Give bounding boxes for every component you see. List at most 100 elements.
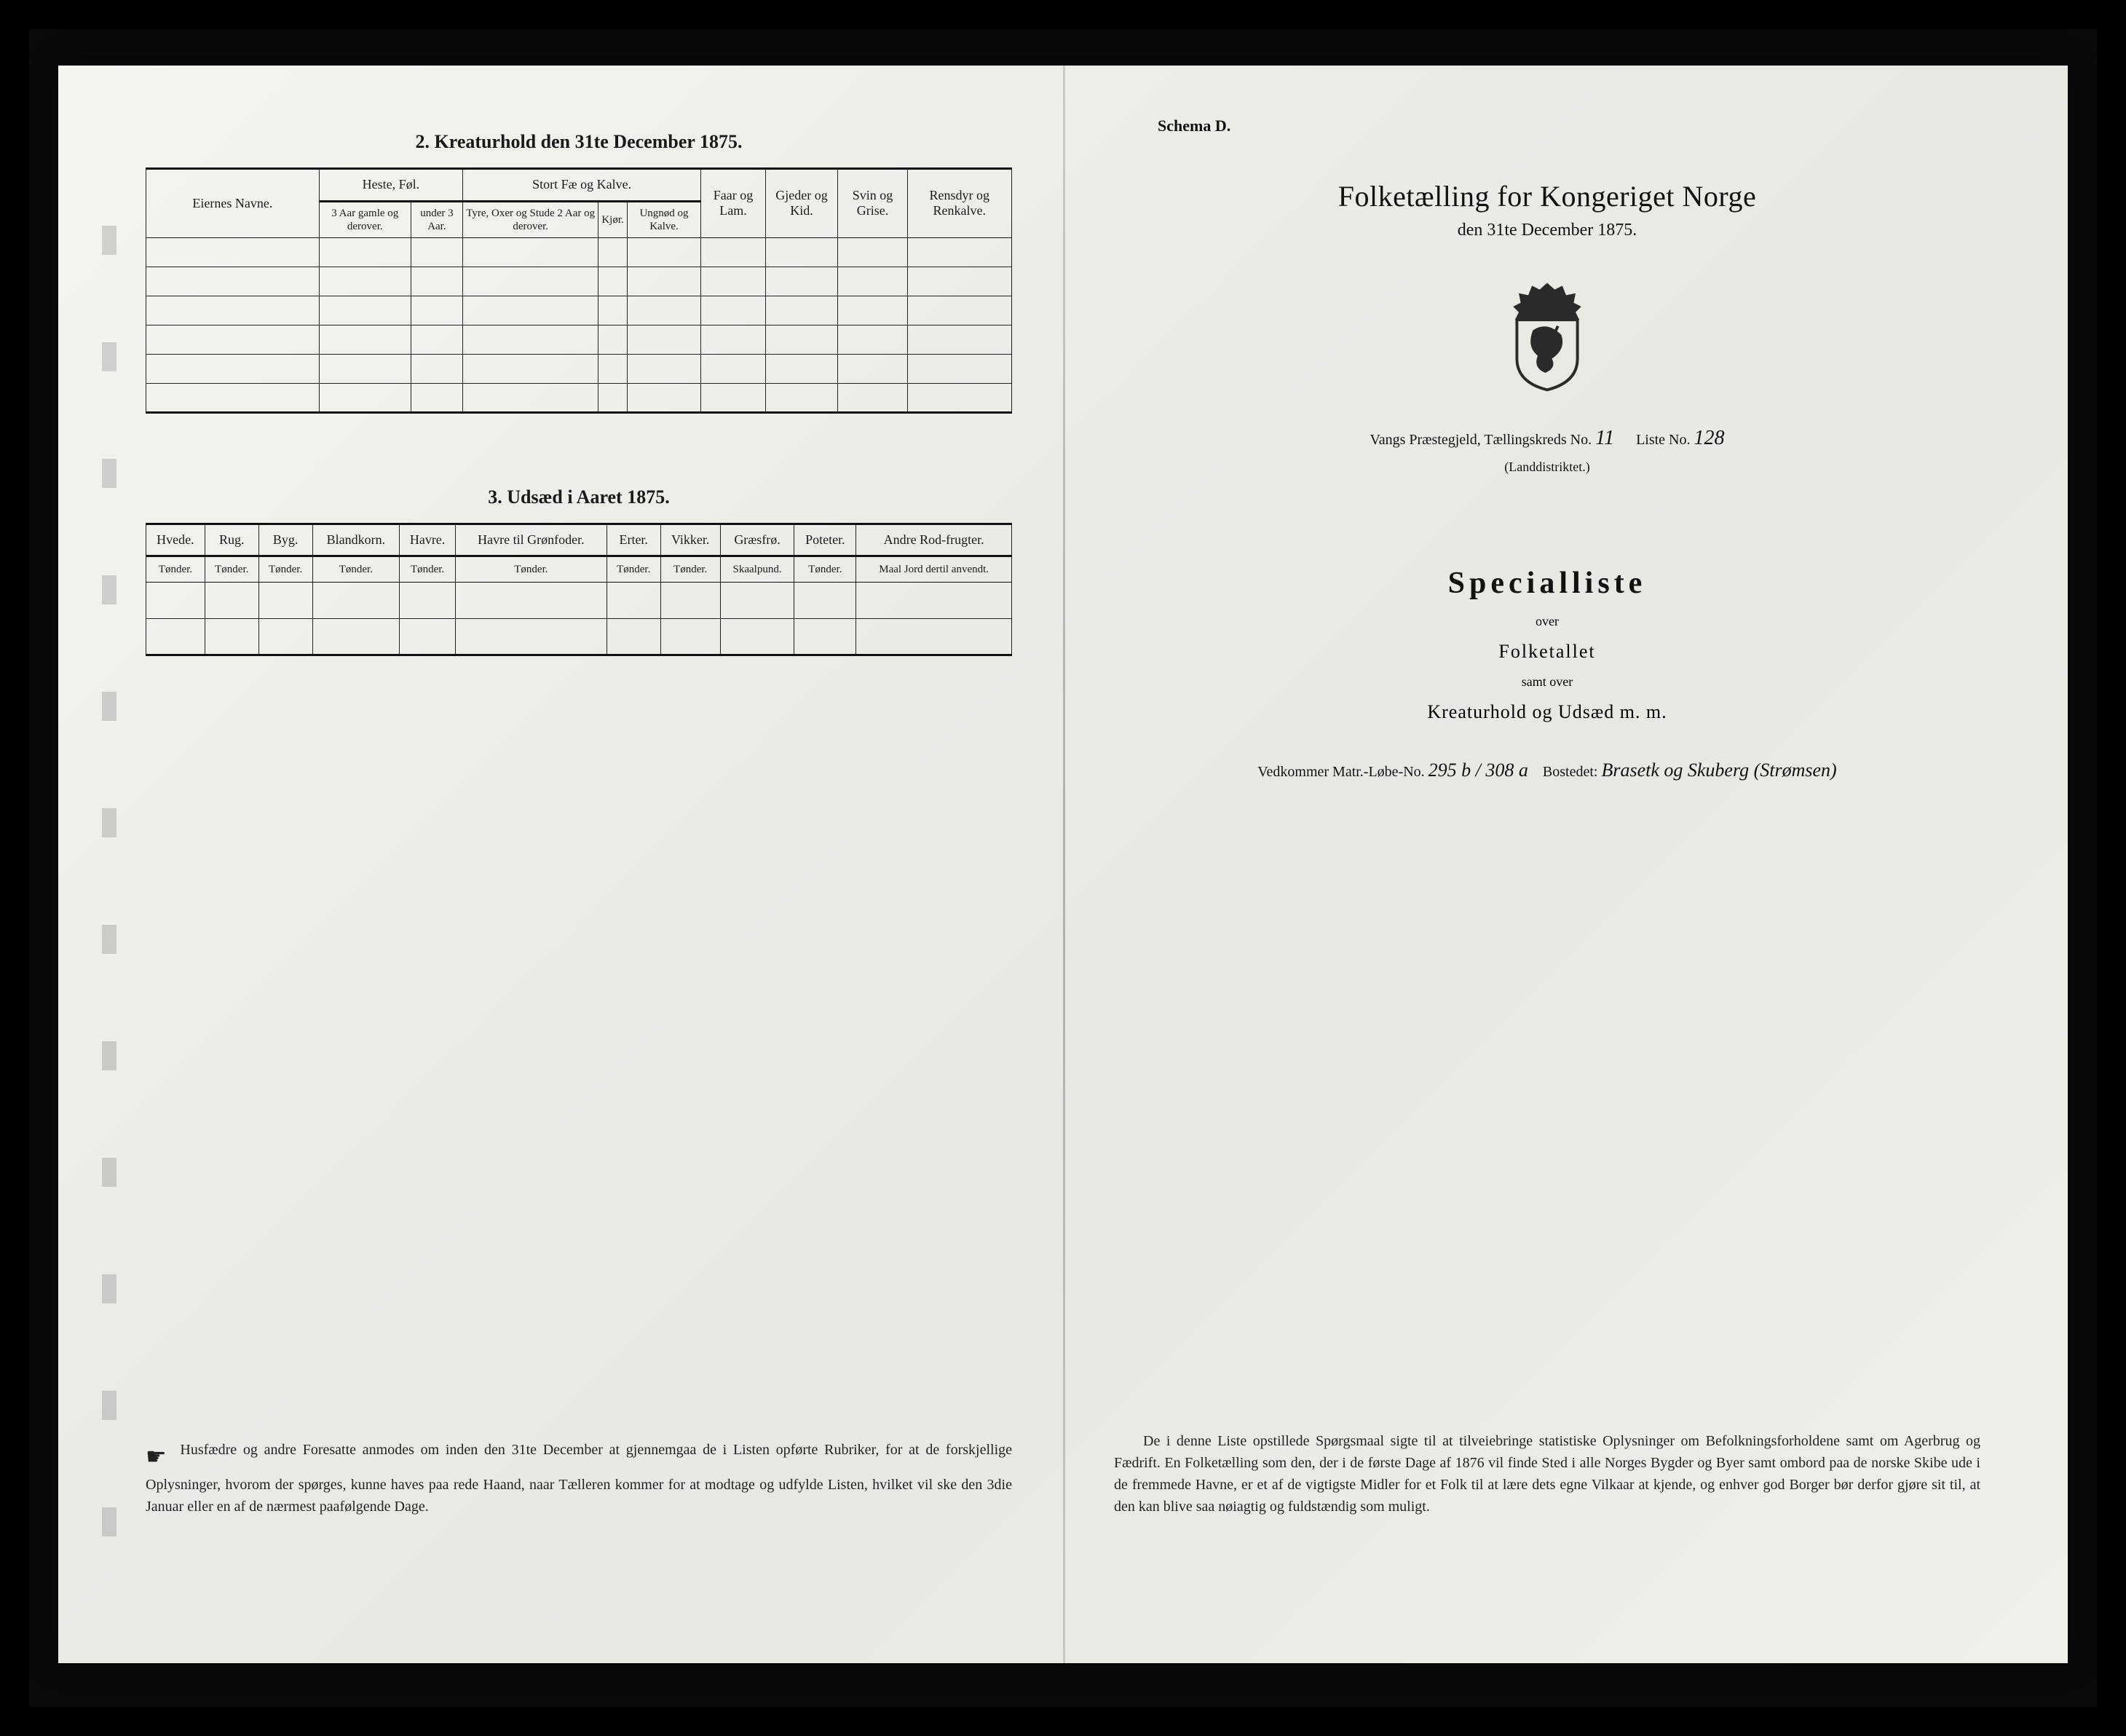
table-cell: [146, 383, 320, 412]
seed-column-header: Havre til Grønfoder.: [455, 524, 606, 556]
table-cell: [146, 354, 320, 383]
table-cell: [463, 237, 598, 267]
table-cell: [146, 619, 205, 655]
col-rensdyr: Rensdyr og Renkalve.: [907, 169, 1011, 238]
seed-column-header: Græsfrø.: [720, 524, 794, 556]
table-cell: [598, 354, 627, 383]
left-footer-instruction: ☛ Husfædre og andre Foresatte anmodes om…: [146, 1439, 1012, 1518]
table-row: [146, 296, 1012, 325]
table-cell: [765, 237, 838, 267]
seed-column-header: Blandkorn.: [312, 524, 400, 556]
table-cell: [907, 325, 1011, 354]
table-cell: [907, 267, 1011, 296]
table-cell: [794, 619, 856, 655]
left-footer-text: Husfædre og andre Foresatte anmodes om i…: [146, 1442, 1012, 1515]
liste-label: Liste No.: [1636, 432, 1690, 448]
table-cell: [838, 237, 907, 267]
table-cell: [907, 296, 1011, 325]
table-cell: [319, 267, 411, 296]
table-cell: [907, 237, 1011, 267]
sub-tyre-oxer: Tyre, Oxer og Stude 2 Aar og derover.: [463, 201, 598, 237]
table-cell: [720, 619, 794, 655]
table-cell: [455, 619, 606, 655]
folketallet-label: Folketallet: [1114, 641, 1980, 663]
seed-column-unit: Tønder.: [205, 556, 258, 583]
table-cell: [627, 237, 701, 267]
table-cell: [463, 383, 598, 412]
col-group-stortfae: Stort Fæ og Kalve.: [463, 169, 701, 202]
pointing-hand-icon: ☛: [146, 1439, 167, 1474]
kreaturhold-udsaed-label: Kreaturhold og Udsæd m. m.: [1114, 701, 1980, 723]
table-cell: [411, 296, 462, 325]
section-3-title: 3. Udsæd i Aaret 1875.: [146, 486, 1012, 508]
table-cell: [146, 325, 320, 354]
samt-over-label: samt over: [1114, 674, 1980, 690]
seed-column-unit: Maal Jord dertil anvendt.: [856, 556, 1012, 583]
sub-kjor: Kjør.: [598, 201, 627, 237]
sub-heste-under3: under 3 Aar.: [411, 201, 462, 237]
table-cell: [838, 267, 907, 296]
table-cell: [455, 583, 606, 619]
seed-column-unit: Tønder.: [258, 556, 312, 583]
left-page: 2. Kreaturhold den 31te December 1875. E…: [58, 66, 1063, 1663]
table-cell: [146, 296, 320, 325]
seed-column-header: Byg.: [258, 524, 312, 556]
col-eiernes-navne: Eiernes Navne.: [146, 169, 320, 238]
table-cell: [463, 296, 598, 325]
table-cell: [765, 354, 838, 383]
table-cell: [319, 325, 411, 354]
seed-column-unit: Tønder.: [660, 556, 720, 583]
seed-column-unit: Tønder.: [606, 556, 660, 583]
table-cell: [598, 383, 627, 412]
sub-ungnod: Ungnød og Kalve.: [627, 201, 701, 237]
table-cell: [765, 325, 838, 354]
table-cell: [598, 296, 627, 325]
table-cell: [765, 296, 838, 325]
table-cell: [838, 383, 907, 412]
scan-frame: 2. Kreaturhold den 31te December 1875. E…: [29, 29, 2097, 1707]
seed-column-unit: Tønder.: [312, 556, 400, 583]
table-cell: [765, 383, 838, 412]
seed-column-unit: Tønder.: [794, 556, 856, 583]
udsaed-body: [146, 583, 1012, 655]
table-cell: [627, 325, 701, 354]
bosted-label: Bostedet:: [1543, 764, 1598, 780]
kreaturhold-body: [146, 237, 1012, 412]
table-row: [146, 237, 1012, 267]
table-row: [146, 383, 1012, 412]
sub-heste-3aar: 3 Aar gamle og derover.: [319, 201, 411, 237]
liste-number-handwritten: 128: [1694, 427, 1725, 449]
census-date-subtitle: den 31te December 1875.: [1114, 221, 1980, 240]
parish-prefix: Vangs Præstegjeld, Tællingskreds No.: [1370, 432, 1592, 448]
table-cell: [794, 583, 856, 619]
table-cell: [660, 619, 720, 655]
seed-column-header: Erter.: [606, 524, 660, 556]
table-cell: [258, 619, 312, 655]
table-cell: [411, 267, 462, 296]
table-cell: [146, 583, 205, 619]
table-cell: [319, 383, 411, 412]
table-cell: [701, 383, 765, 412]
document-spread: 2. Kreaturhold den 31te December 1875. E…: [58, 66, 2068, 1663]
udsaed-table: Hvede.Rug.Byg.Blandkorn.Havre.Havre til …: [146, 523, 1012, 657]
table-cell: [146, 237, 320, 267]
table-cell: [856, 619, 1012, 655]
table-cell: [606, 583, 660, 619]
col-gjeder: Gjeder og Kid.: [765, 169, 838, 238]
table-cell: [598, 325, 627, 354]
seed-column-header: Andre Rod-frugter.: [856, 524, 1012, 556]
table-cell: [627, 383, 701, 412]
table-cell: [400, 619, 456, 655]
table-cell: [258, 583, 312, 619]
page-fold: [1063, 66, 1065, 1663]
table-cell: [627, 354, 701, 383]
table-cell: [598, 267, 627, 296]
seed-column-unit: Skaalpund.: [720, 556, 794, 583]
table-cell: [720, 583, 794, 619]
table-cell: [463, 325, 598, 354]
table-cell: [907, 354, 1011, 383]
seed-column-header: Vikker.: [660, 524, 720, 556]
seed-column-header: Hvede.: [146, 524, 205, 556]
table-row: [146, 354, 1012, 383]
table-cell: [205, 619, 258, 655]
